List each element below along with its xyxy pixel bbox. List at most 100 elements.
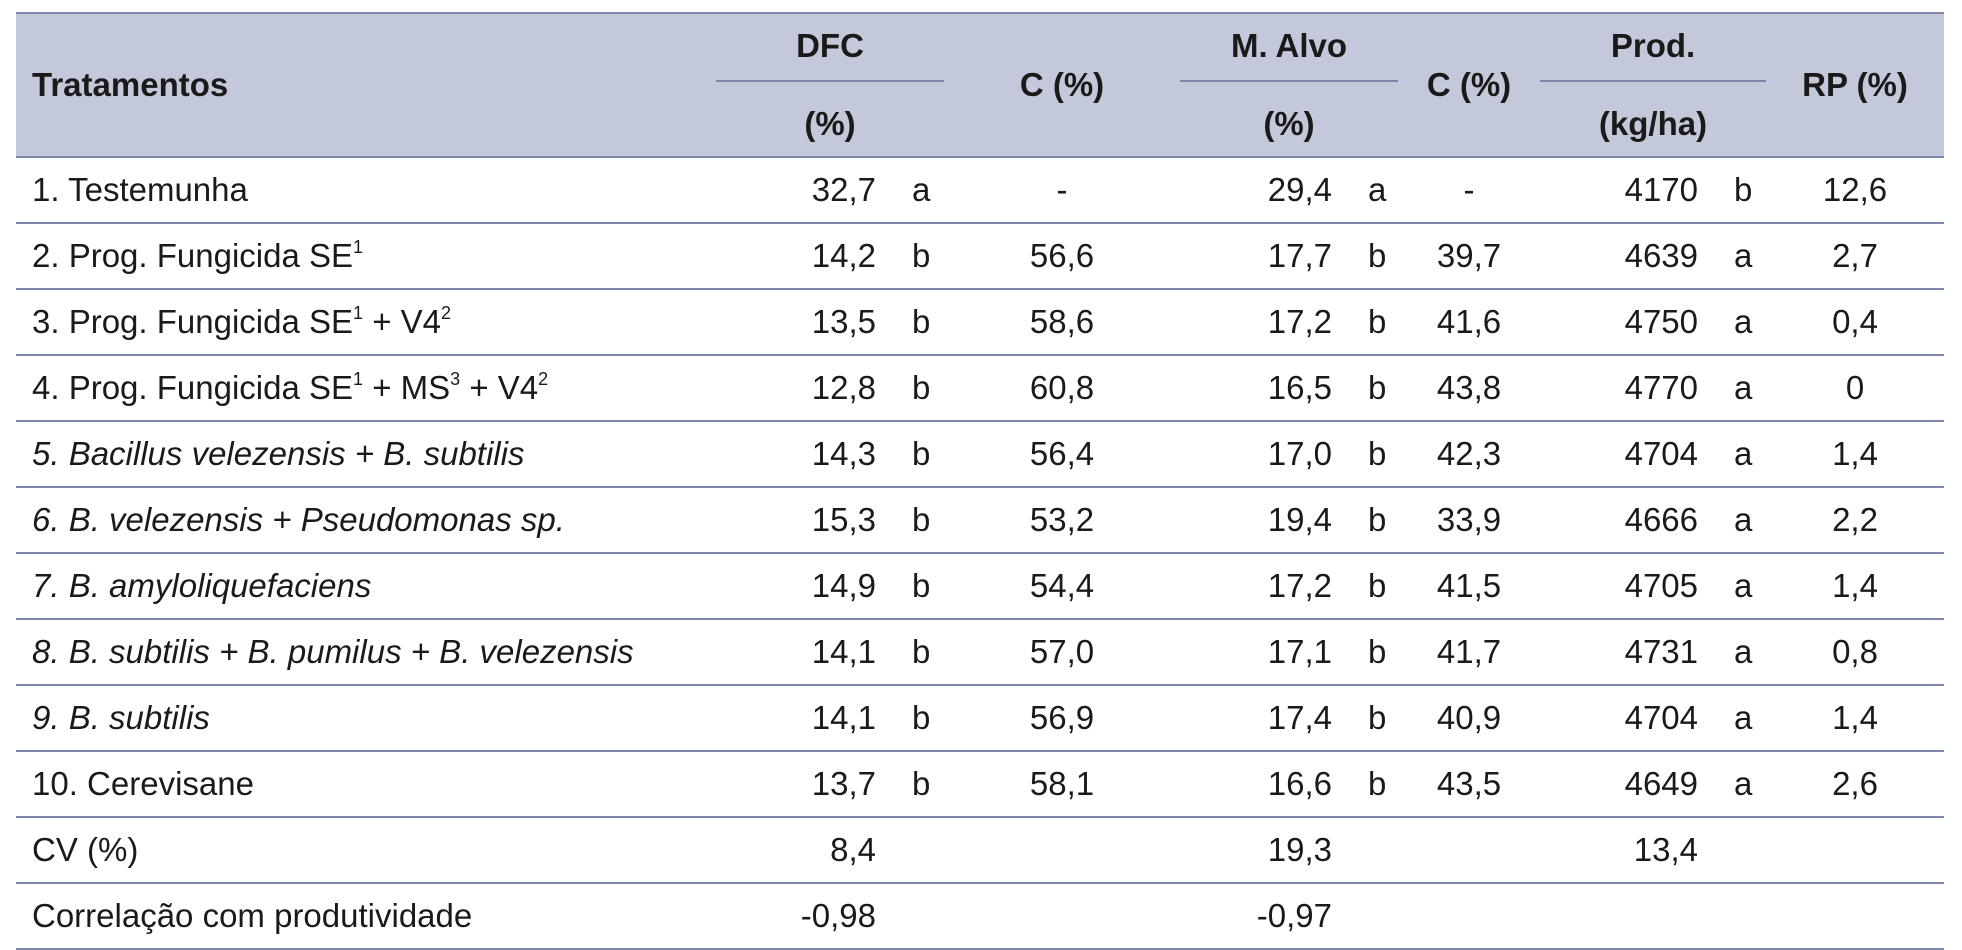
dfc-value: -0,98	[716, 883, 882, 950]
c2-value	[1398, 883, 1541, 950]
rp-value: 0,4	[1766, 289, 1945, 356]
header-prod-underline	[1540, 80, 1767, 82]
rp-value: 1,4	[1766, 553, 1945, 620]
c1-value: 53,2	[944, 487, 1181, 554]
c1-value: -	[944, 157, 1181, 224]
c1-value: 58,1	[944, 751, 1181, 818]
header-malvo-unit: (%)	[1263, 105, 1315, 142]
table-row: 8. B. subtilis + B. pumilus + B. velezen…	[16, 619, 1945, 686]
dfc-letter: b	[882, 421, 945, 488]
prod-letter: a	[1704, 421, 1767, 488]
prod-value: 4170	[1540, 157, 1705, 224]
treatment-name-text: 2. Prog. Fungicida SE	[32, 237, 354, 274]
header-dfc: DFC	[716, 13, 945, 82]
dfc-letter: b	[882, 355, 945, 422]
dfc-value: 14,9	[716, 553, 882, 620]
table-row: 9. B. subtilis 14,1 b 56,9 17,4 b 40,9 4704 a 1,4	[16, 685, 1945, 752]
footnote-marker: 2	[538, 369, 549, 389]
dfc-letter: b	[882, 685, 945, 752]
table-row: 6. B. velezensis + Pseudomonas sp. 15,3 b 5…	[16, 487, 1945, 554]
header-dfc-label: DFC	[796, 27, 864, 64]
dfc-value: 12,8	[716, 355, 882, 422]
rp-value: 2,7	[1766, 223, 1945, 290]
treatment-name: 10. Cerevisane	[16, 751, 716, 818]
prod-letter: a	[1704, 685, 1767, 752]
prod-value: 4770	[1540, 355, 1705, 422]
dfc-letter	[882, 817, 945, 884]
malvo-letter: a	[1338, 157, 1399, 224]
header-malvo: M. Alvo	[1180, 13, 1399, 82]
treatment-name: Correlação com produtividade	[16, 883, 716, 950]
malvo-letter	[1338, 883, 1399, 950]
prod-letter: b	[1704, 157, 1767, 224]
dfc-letter: b	[882, 751, 945, 818]
c2-value	[1398, 817, 1541, 884]
malvo-letter: b	[1338, 223, 1399, 290]
dfc-value: 14,1	[716, 619, 882, 686]
prod-letter: a	[1704, 619, 1767, 686]
rp-value: 1,4	[1766, 421, 1945, 488]
dfc-letter: b	[882, 487, 945, 554]
rp-value: 12,6	[1766, 157, 1945, 224]
prod-value: 4705	[1540, 553, 1705, 620]
malvo-value: 16,5	[1180, 355, 1339, 422]
rp-value: 0	[1766, 355, 1945, 422]
malvo-value: 17,7	[1180, 223, 1339, 290]
malvo-letter: b	[1338, 487, 1399, 554]
c2-value: 33,9	[1398, 487, 1541, 554]
prod-letter: a	[1704, 751, 1767, 818]
prod-letter: a	[1704, 223, 1767, 290]
prod-letter: a	[1704, 487, 1767, 554]
treatment-name: 2. Prog. Fungicida SE1	[16, 223, 716, 290]
malvo-value: 17,1	[1180, 619, 1339, 686]
prod-value: 4704	[1540, 421, 1705, 488]
malvo-value: 17,2	[1180, 553, 1339, 620]
c2-value: 40,9	[1398, 685, 1541, 752]
c1-value	[944, 817, 1181, 884]
treatment-name-text: 6. B. velezensis + Pseudomonas sp.	[32, 501, 565, 538]
rp-value: 1,4	[1766, 685, 1945, 752]
malvo-value: -0,97	[1180, 883, 1339, 950]
treatment-name: 3. Prog. Fungicida SE1 + V42	[16, 289, 716, 356]
dfc-letter: b	[882, 289, 945, 356]
prod-value: 4639	[1540, 223, 1705, 290]
header-malvo-label: M. Alvo	[1230, 27, 1348, 64]
dfc-value: 14,3	[716, 421, 882, 488]
treatment-name: 1. Testemunha	[16, 157, 716, 224]
c1-value: 56,6	[944, 223, 1181, 290]
treatment-name-text: 7. B. amyloliquefaciens	[32, 567, 372, 604]
prod-value: 4649	[1540, 751, 1705, 818]
malvo-letter: b	[1338, 553, 1399, 620]
treatment-name-text: Correlação com produtividade	[32, 897, 473, 934]
dfc-letter: b	[882, 553, 945, 620]
treatment-name-text: 4. Prog. Fungicida SE	[32, 369, 354, 406]
prod-value: 4731	[1540, 619, 1705, 686]
prod-value: 4750	[1540, 289, 1705, 356]
c1-value: 58,6	[944, 289, 1181, 356]
treatment-name-text: 10. Cerevisane	[32, 765, 254, 802]
header-malvo-underline	[1180, 80, 1399, 82]
malvo-letter: b	[1338, 289, 1399, 356]
footnote-marker: 3	[450, 369, 461, 389]
c2-value: 43,8	[1398, 355, 1541, 422]
dfc-letter: a	[882, 157, 945, 224]
header-tratamentos: Tratamentos	[32, 66, 229, 103]
prod-value	[1540, 883, 1705, 950]
malvo-value: 17,4	[1180, 685, 1339, 752]
rp-value	[1766, 817, 1945, 884]
footnote-marker: 1	[353, 303, 364, 323]
dfc-value: 32,7	[716, 157, 882, 224]
rp-value: 2,6	[1766, 751, 1945, 818]
dfc-value: 13,7	[716, 751, 882, 818]
c2-value: 41,7	[1398, 619, 1541, 686]
c2-value: -	[1398, 157, 1541, 224]
prod-value: 4666	[1540, 487, 1705, 554]
dfc-value: 13,5	[716, 289, 882, 356]
rp-value: 0,8	[1766, 619, 1945, 686]
malvo-value: 29,4	[1180, 157, 1339, 224]
dfc-value: 14,1	[716, 685, 882, 752]
treatment-name: 9. B. subtilis	[16, 685, 716, 752]
prod-letter: a	[1704, 553, 1767, 620]
c2-value: 39,7	[1398, 223, 1541, 290]
treatment-name-text: 8. B. subtilis + B. pumilus + B. velezen…	[32, 633, 634, 670]
